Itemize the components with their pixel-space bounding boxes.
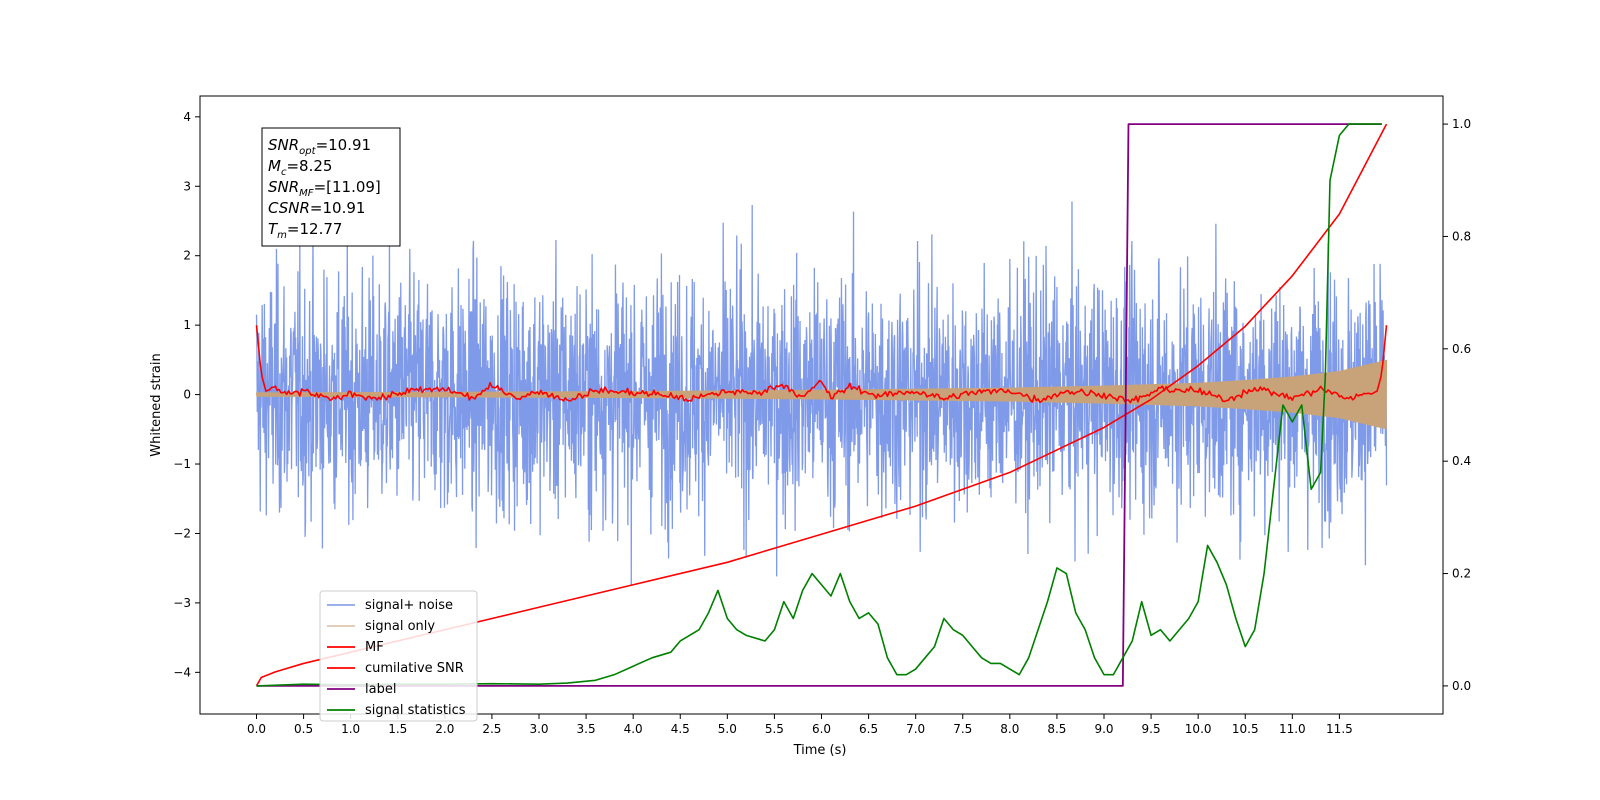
y-tick-label: −1 <box>173 457 191 471</box>
y-tick-label: −3 <box>173 596 191 610</box>
legend: signal+ noise signal only MF cumilative SNR… <box>319 590 478 722</box>
y-tick-label: 4 <box>183 110 191 124</box>
x-axis-label: Time (s) <box>793 743 847 758</box>
legend-label: signal+ noise <box>365 598 453 613</box>
x-tick-label: 4.0 <box>624 722 643 736</box>
y-tick-label: 2 <box>183 249 191 263</box>
legend-label: cumilative SNR <box>365 661 464 676</box>
y2-tick-label: 0.8 <box>1452 229 1471 243</box>
annotation-line: SNRMF=[11.09] <box>268 178 381 199</box>
x-tick-label: 8.0 <box>1000 722 1019 736</box>
annotation-line: Tm=12.77 <box>268 220 342 241</box>
x-tick-label: 3.5 <box>577 722 596 736</box>
x-tick-label: 0.0 <box>247 722 266 736</box>
y2-tick-label: 0.0 <box>1452 679 1471 693</box>
series-signal-statistics <box>256 123 1382 687</box>
y2-tick-label: 0.2 <box>1452 567 1471 581</box>
x-tick-label: 1.5 <box>388 722 407 736</box>
x-tick-label: 7.5 <box>953 722 972 736</box>
legend-label: signal only <box>365 619 435 634</box>
y-tick-label: 1 <box>183 318 191 332</box>
y-axis-label: Whitened strain <box>149 353 164 456</box>
x-tick-label: 1.0 <box>341 722 360 736</box>
x-tick-label: 6.5 <box>859 722 878 736</box>
series-label <box>256 123 1382 687</box>
x-tick-label: 2.5 <box>482 722 501 736</box>
x-tick-label: 3.0 <box>529 722 548 736</box>
x-tick-label: 0.5 <box>294 722 313 736</box>
x-tick-label: 2.0 <box>435 722 454 736</box>
y-tick-label: −2 <box>173 526 191 540</box>
y-tick-label: 3 <box>183 179 191 193</box>
x-tick-label: 5.0 <box>718 722 737 736</box>
series-mf <box>255 325 1388 404</box>
x-tick-label: 8.5 <box>1047 722 1066 736</box>
annotation-line: SNRopt=10.91 <box>268 136 371 157</box>
legend-label: label <box>365 682 396 697</box>
y-tick-label: 0 <box>183 388 191 402</box>
x-tick-label: 6.0 <box>812 722 831 736</box>
annotation-box: SNRopt=10.91Mc=8.25SNRMF=[11.09]CSNR=10.… <box>261 127 401 247</box>
axes-layer: 0.0 0.5 1.0 1.5 2.0 2.5 3.0 3.5 4.0 4.5 5.0 5.5 6.0 6… <box>173 110 1471 736</box>
annotation-frame <box>261 127 401 247</box>
series-signal-only <box>255 359 1388 430</box>
annotation-line: CSNR=10.91 <box>268 199 365 217</box>
x-tick-label: 11.5 <box>1326 722 1353 736</box>
x-tick-label: 11.0 <box>1279 722 1306 736</box>
x-tick-label: 5.5 <box>765 722 784 736</box>
x-tick-label: 9.5 <box>1142 722 1161 736</box>
annotation-line: Mc=8.25 <box>268 157 332 178</box>
x-tick-label: 4.5 <box>671 722 690 736</box>
y2-tick-label: 1.0 <box>1452 117 1471 131</box>
series-signal-noise <box>255 201 1388 586</box>
legend-label: MF <box>365 640 384 655</box>
y2-tick-label: 0.4 <box>1452 454 1471 468</box>
x-tick-label: 10.0 <box>1185 722 1212 736</box>
legend-frame <box>319 590 478 722</box>
y2-tick-label: 0.6 <box>1452 342 1471 356</box>
y-tick-label: −4 <box>173 665 191 679</box>
x-tick-label: 10.5 <box>1232 722 1259 736</box>
x-tick-label: 7.0 <box>906 722 925 736</box>
legend-label: signal statistics <box>365 703 466 718</box>
x-tick-label: 9.0 <box>1094 722 1113 736</box>
